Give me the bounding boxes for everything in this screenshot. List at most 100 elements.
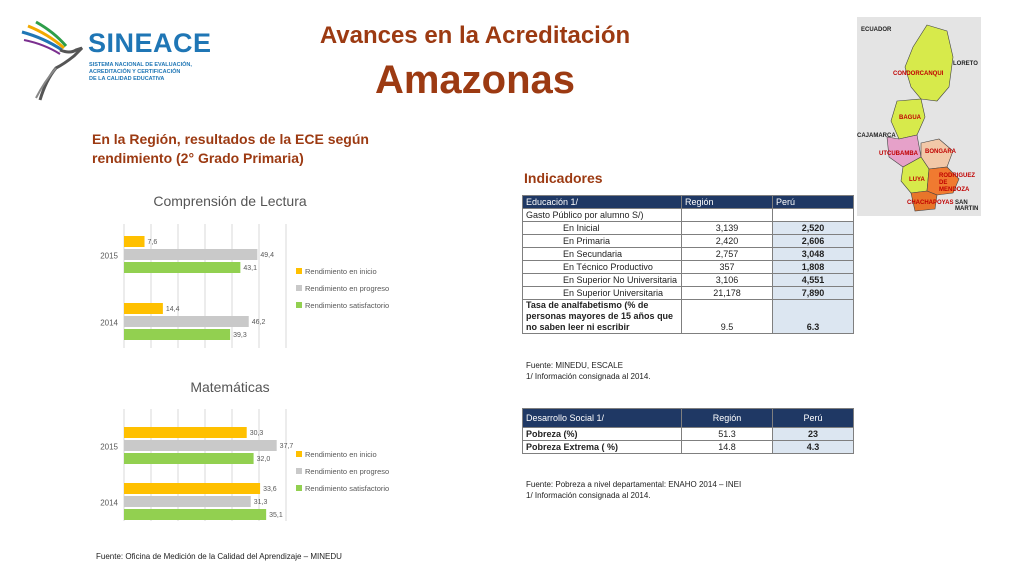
logo-subtitle-1: SISTEMA NACIONAL DE EVALUACIÓN, <box>89 62 192 68</box>
edu-header-peru: Perú <box>772 195 854 209</box>
map-label-bongara: BONGARA <box>925 149 956 155</box>
data-label: 37,7 <box>280 443 294 450</box>
chart-title-lectura: Comprensión de Lectura <box>153 193 307 209</box>
table-row: En Secundaria 2,757 3,048 <box>522 247 854 261</box>
legend-swatch <box>296 451 302 457</box>
bar-2014-0 <box>124 483 261 494</box>
edu-row-region: 21,178 <box>681 286 773 300</box>
map-label-ecuador: ECUADOR <box>861 27 892 33</box>
bar-2015-0 <box>124 236 145 247</box>
category-label: 2015 <box>100 443 118 452</box>
bar-2015-0 <box>124 427 247 438</box>
edu-row-region: 2,757 <box>681 247 773 261</box>
social-table: Desarrollo Social 1/ Región Perú Pobreza… <box>522 408 854 454</box>
social-row-label: Pobreza Extrema ( %) <box>522 440 682 454</box>
edu-row-peru: 1,808 <box>772 260 854 274</box>
edu-row-peru: 3,048 <box>772 247 854 261</box>
data-label: 39,3 <box>233 332 247 339</box>
legend-swatch <box>296 302 302 308</box>
table-row: En Superior No Universitaria 3,106 4,551 <box>522 273 854 287</box>
data-label: 35,1 <box>269 512 283 519</box>
data-label: 30,3 <box>250 430 264 437</box>
indicators-title: Indicadores <box>524 170 603 186</box>
map-label-san-martin: SAN MARTIN <box>955 200 979 212</box>
edu-row-label: En Secundaria <box>522 247 682 261</box>
legend-label: Rendimiento en inicio <box>305 267 377 276</box>
edu-row-peru: 2,606 <box>772 234 854 248</box>
social-row-label: Pobreza (%) <box>522 427 682 441</box>
legend-label: Rendimiento satisfactorio <box>305 301 389 310</box>
data-label: 7,6 <box>148 239 158 246</box>
table-row: Pobreza (%) 51.3 23 <box>522 427 854 441</box>
bar-2014-2 <box>124 509 267 520</box>
bar-2014-1 <box>124 496 251 507</box>
legend-swatch <box>296 285 302 291</box>
social-row-region: 14.8 <box>681 440 773 454</box>
legend-label: Rendimiento en inicio <box>305 450 377 459</box>
map-label-condorcanqui: CONDORCANQUI <box>893 71 944 77</box>
logo-subtitle-2: ACREDITACIÓN Y CERTIFICACIÓN <box>89 69 181 75</box>
chart-title-matematicas: Matemáticas <box>190 379 270 395</box>
legend-swatch <box>296 468 302 474</box>
bar-2015-1 <box>124 249 258 260</box>
bar-2015-2 <box>124 453 254 464</box>
social-note: 1/ Información consignada al 2014. <box>526 491 651 500</box>
edu-row-peru: 2,520 <box>772 221 854 235</box>
map-label-utcubamba: UTCUBAMBA <box>879 151 918 157</box>
bar-2015-2 <box>124 262 241 273</box>
data-label: 32,0 <box>257 456 271 463</box>
bar-2014-1 <box>124 316 249 327</box>
bar-2014-2 <box>124 329 231 340</box>
table-row: En Superior Universitaria 21,178 7,890 <box>522 286 854 300</box>
data-label: 31,3 <box>254 499 268 506</box>
social-header-region: Región <box>681 408 773 428</box>
bar-2015-1 <box>124 440 277 451</box>
table-row: En Inicial 3,139 2,520 <box>522 221 854 235</box>
illiteracy-region: 9.5 <box>681 299 773 334</box>
region-title: Amazonas <box>374 58 576 102</box>
map-label-cajamarca: CAJAMARCA <box>857 133 896 139</box>
condorcanqui-region <box>904 24 954 102</box>
sineace-logo: SINEACE SISTEMA NACIONAL DE EVALUACIÓN, … <box>14 20 211 105</box>
social-header-label: Desarrollo Social 1/ <box>522 408 682 428</box>
edu-group-label: Gasto Público por alumno S/) <box>522 208 682 222</box>
edu-header-region: Región <box>681 195 773 209</box>
edu-row-label: En Técnico Productivo <box>522 260 682 274</box>
social-row-peru: 4.3 <box>772 440 854 454</box>
illiteracy-label: Tasa de analfabetismo (% de personas may… <box>522 299 682 334</box>
chachapoyas-region <box>910 190 938 212</box>
legend-label: Rendimiento en progreso <box>305 467 389 476</box>
edu-row-label: En Primaria <box>522 234 682 248</box>
edu-row-label: En Superior No Universitaria <box>522 273 682 287</box>
map-label-chachapoyas: CHACHAPOYAS <box>907 200 954 206</box>
logo-name: SINEACE <box>88 28 212 58</box>
map-label-luya: LUYA <box>909 177 925 183</box>
page-title: Avances en la Acreditación <box>319 22 631 49</box>
social-source: Fuente: Pobreza a nivel departamental: E… <box>526 480 742 489</box>
edu-row-region: 3,139 <box>681 221 773 235</box>
edu-row-label: En Superior Universitaria <box>522 286 682 300</box>
edu-row-region: 357 <box>681 260 773 274</box>
legend-swatch <box>296 268 302 274</box>
education-note: 1/ Información consignada al 2014. <box>526 372 651 381</box>
education-table: Educación 1/ Región Perú Gasto Público p… <box>522 195 854 334</box>
section-subhead: En la Región, resultados de la ECE según… <box>92 131 369 166</box>
legend-swatch <box>296 485 302 491</box>
category-label: 2014 <box>100 499 118 508</box>
social-row-peru: 23 <box>772 427 854 441</box>
category-label: 2014 <box>100 319 118 328</box>
edu-row-label: En Inicial <box>522 221 682 235</box>
social-header-peru: Perú <box>772 408 854 428</box>
legend-label: Rendimiento satisfactorio <box>305 484 389 493</box>
edu-row-peru: 7,890 <box>772 286 854 300</box>
logo-subtitle-3: DE LA CALIDAD EDUCATIVA <box>89 76 165 82</box>
legend-label: Rendimiento en progreso <box>305 284 389 293</box>
table-row: En Técnico Productivo 357 1,808 <box>522 260 854 274</box>
footer-source: Fuente: Oficina de Medición de la Calida… <box>96 552 342 561</box>
category-label: 2015 <box>100 252 118 261</box>
map-label-bagua: BAGUA <box>899 115 921 121</box>
hummingbird-icon <box>21 20 84 101</box>
edu-header-label: Educación 1/ <box>522 195 682 209</box>
table-row: Pobreza Extrema ( %) 14.8 4.3 <box>522 440 854 454</box>
table-row: En Primaria 2,420 2,606 <box>522 234 854 248</box>
